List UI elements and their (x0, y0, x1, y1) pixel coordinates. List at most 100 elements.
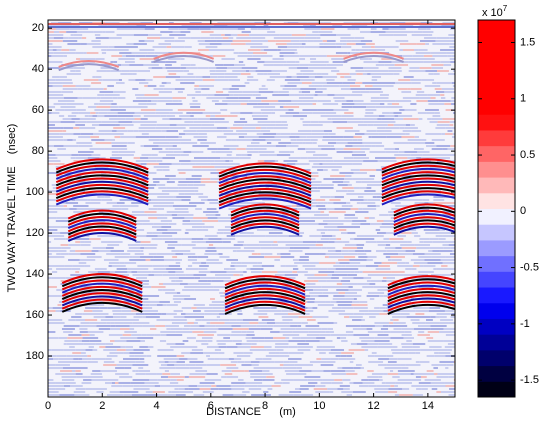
texture-cell (99, 307, 108, 309)
texture-cell (338, 292, 346, 294)
texture-cell (314, 274, 328, 276)
texture-cell (223, 337, 230, 339)
texture-cell (247, 49, 261, 51)
texture-cell (383, 220, 399, 222)
texture-cell (178, 172, 186, 174)
texture-cell (451, 313, 455, 315)
texture-cell (164, 214, 172, 216)
texture-cell (322, 220, 335, 222)
texture-cell (148, 337, 154, 339)
texture-cell (273, 109, 289, 111)
texture-cell (187, 184, 194, 186)
texture-cell (116, 268, 128, 270)
texture-cell (323, 169, 328, 171)
texture-cell (171, 46, 185, 48)
texture-cell (144, 313, 158, 315)
texture-cell (315, 217, 330, 219)
texture-cell (101, 121, 119, 123)
texture-cell (424, 379, 441, 381)
texture-cell (156, 304, 163, 306)
texture-cell (297, 343, 309, 345)
texture-cell (246, 268, 251, 270)
texture-cell (418, 118, 423, 120)
texture-cell (341, 391, 353, 393)
texture-cell (319, 163, 323, 165)
texture-cell (138, 103, 147, 105)
texture-cell (435, 40, 452, 42)
texture-cell (344, 214, 356, 216)
texture-cell (368, 310, 384, 312)
texture-cell (200, 277, 216, 279)
texture-cell (182, 289, 195, 291)
texture-cell (131, 334, 142, 336)
texture-cell (342, 277, 354, 279)
texture-cell (221, 43, 231, 45)
texture-cell (305, 325, 320, 327)
texture-cell (82, 28, 89, 30)
y-tick-label: 20 (32, 22, 44, 34)
texture-cell (113, 316, 121, 318)
colorbar-tick-label: 0.5 (520, 149, 535, 161)
texture-cell (359, 187, 367, 189)
texture-cell (425, 70, 438, 72)
texture-cell (255, 70, 272, 72)
texture-cell (206, 346, 219, 348)
texture-cell (366, 259, 370, 261)
texture-cell (443, 64, 452, 66)
texture-cell (217, 229, 232, 231)
texture-cell (80, 58, 96, 60)
texture-cell (215, 277, 231, 279)
texture-cell (396, 70, 402, 72)
texture-cell (258, 241, 274, 243)
texture-cell (135, 79, 146, 81)
texture-cell (160, 37, 175, 39)
texture-cell (362, 286, 374, 288)
texture-cell (359, 58, 369, 60)
texture-cell (124, 367, 132, 369)
texture-cell (187, 265, 193, 267)
texture-cell (151, 61, 166, 63)
texture-cell (48, 310, 56, 312)
texture-cell (318, 268, 328, 270)
texture-cell (88, 115, 93, 117)
texture-cell (415, 52, 431, 54)
texture-cell (153, 205, 169, 207)
texture-cell (83, 343, 96, 345)
texture-cell (364, 190, 376, 192)
texture-cell (111, 151, 119, 153)
texture-cell (317, 100, 331, 102)
texture-cell (306, 187, 318, 189)
texture-cell (162, 118, 170, 120)
texture-cell (288, 67, 298, 69)
reflection (67, 219, 137, 230)
texture-cell (74, 394, 90, 396)
texture-cell (69, 49, 76, 51)
texture-cell (267, 325, 274, 327)
texture-cell (419, 40, 436, 42)
texture-cell (105, 382, 112, 384)
texture-cell (376, 232, 386, 234)
texture-cell (66, 73, 82, 75)
texture-cell (146, 103, 157, 105)
texture-cell (226, 154, 232, 156)
texture-cell (264, 340, 276, 342)
texture-cell (309, 205, 317, 207)
texture-cell (402, 58, 407, 60)
texture-cell (167, 139, 179, 141)
texture-cell (185, 178, 201, 180)
texture-cell (279, 355, 285, 357)
texture-cell (158, 43, 172, 45)
texture-cell (223, 157, 235, 159)
texture-cell (275, 124, 284, 126)
texture-cell (119, 280, 125, 282)
texture-cell (337, 388, 344, 390)
texture-cell (185, 133, 199, 135)
texture-cell (381, 382, 386, 384)
texture-cell (81, 235, 90, 237)
texture-cell (353, 136, 362, 138)
texture-cell (59, 394, 75, 396)
texture-cell (113, 193, 122, 195)
texture-cell (270, 331, 280, 333)
texture-cell (140, 124, 157, 126)
